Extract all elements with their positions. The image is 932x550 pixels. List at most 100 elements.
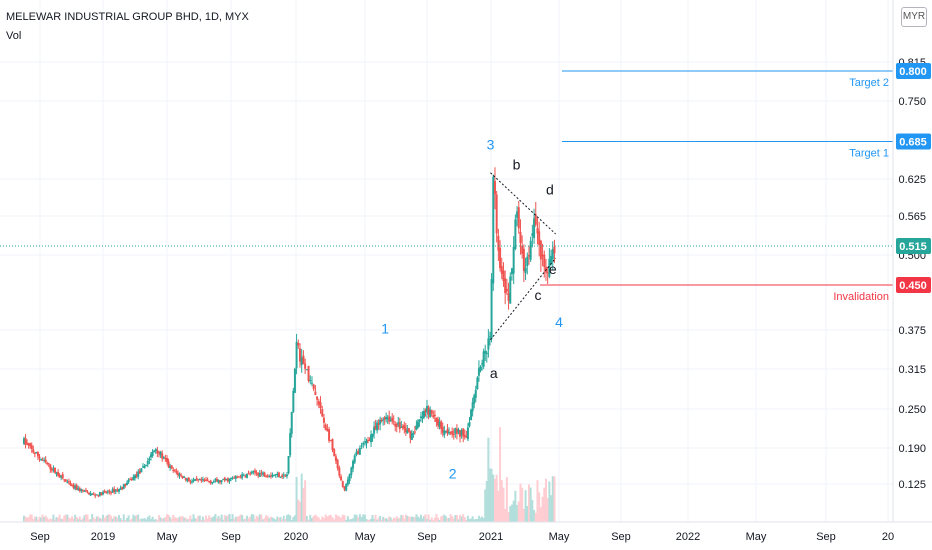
volume-bar <box>75 517 78 522</box>
candle-body <box>184 477 187 481</box>
candle-body <box>197 479 200 481</box>
volume-bar <box>487 437 490 522</box>
candle-body <box>499 247 502 269</box>
candle-body <box>413 431 416 433</box>
volume-bar <box>43 516 46 522</box>
volume-bar <box>473 519 476 522</box>
volume-bar <box>195 518 198 522</box>
candle-body <box>209 480 212 484</box>
candle-body <box>298 348 301 362</box>
candle-body <box>57 472 60 476</box>
volume-bar <box>137 514 140 522</box>
price-line-label: Target 1 <box>849 148 889 160</box>
candle-body <box>281 475 284 477</box>
volume-bar <box>173 517 176 522</box>
volume-bar <box>241 514 244 522</box>
candle-body <box>239 477 242 479</box>
volume-bar <box>465 519 468 522</box>
price-line-label: Target 2 <box>849 77 889 89</box>
candle-body <box>44 459 47 463</box>
candle-body <box>234 476 237 479</box>
candle-body <box>208 481 211 483</box>
candle-body <box>533 218 536 238</box>
volume-bar <box>186 519 189 522</box>
volume-bar <box>482 518 485 522</box>
candle-body <box>217 479 220 483</box>
candle-body <box>295 342 298 369</box>
candle-body <box>307 365 310 381</box>
candle-body <box>236 477 239 479</box>
triangle-trendline[interactable] <box>490 257 556 341</box>
candle-body <box>52 468 55 470</box>
x-tick-label: Sep <box>417 531 437 543</box>
volume-bar <box>138 519 141 522</box>
volume-bar <box>391 519 394 522</box>
volume-bar <box>86 514 89 522</box>
volume-bar <box>357 517 360 522</box>
candle-body <box>249 473 252 475</box>
volume-bar <box>462 514 465 522</box>
volume-bar <box>345 519 348 522</box>
volume-bar <box>510 504 513 522</box>
volume-bar <box>352 518 355 522</box>
candle-body <box>512 246 515 274</box>
volume-bar <box>328 515 331 522</box>
volume-bar <box>422 516 425 522</box>
volume-bar <box>377 517 380 522</box>
volume-bar <box>114 516 117 522</box>
candle-body <box>127 479 130 483</box>
y-tick-label: 0.125 <box>898 479 926 491</box>
candle-body <box>30 445 33 449</box>
candle-body <box>481 363 484 365</box>
candle-body <box>312 384 315 390</box>
candle-body <box>64 479 67 482</box>
volume-bar <box>343 515 346 522</box>
volume-bar <box>89 519 92 522</box>
candle-body <box>471 402 474 412</box>
volume-bar <box>427 514 430 522</box>
volume-bar <box>536 480 539 522</box>
candle-body <box>67 481 70 483</box>
price-tag[interactable] <box>896 238 931 254</box>
volume-bar <box>284 519 287 522</box>
candle-body <box>195 478 198 480</box>
volume-bar <box>346 516 349 522</box>
volume-bar <box>358 514 361 522</box>
candle-body <box>268 476 271 478</box>
volume-bar <box>187 518 190 522</box>
volume-bar <box>398 517 401 522</box>
volume-bar <box>260 514 263 522</box>
currency-badge[interactable]: MYR <box>901 7 927 27</box>
volume-bar <box>200 519 203 522</box>
candle-body <box>43 459 46 461</box>
candle-body <box>360 445 363 447</box>
candle-body <box>77 488 80 490</box>
volume-bar <box>419 514 422 522</box>
price-tag[interactable] <box>896 277 931 293</box>
candle-body <box>404 428 407 432</box>
volume-bar <box>281 519 284 522</box>
candle-body <box>231 477 234 479</box>
candle-body <box>105 491 108 493</box>
candle-body <box>162 457 165 459</box>
volume-bar <box>370 518 373 522</box>
candle-body <box>385 416 388 420</box>
candle-body <box>477 368 480 376</box>
volume-bar <box>276 516 279 522</box>
candle-body <box>416 421 419 428</box>
price-tag[interactable] <box>896 133 931 150</box>
candle-body <box>352 460 355 469</box>
volume-bar <box>534 512 537 522</box>
triangle-trendline[interactable] <box>490 172 556 235</box>
volume-bar <box>153 519 156 522</box>
candle-body <box>383 417 386 420</box>
price-tag[interactable] <box>896 63 931 79</box>
candle-body <box>376 422 379 431</box>
volume-bar <box>353 514 356 522</box>
candle-body <box>482 351 485 367</box>
candle-body <box>505 288 508 292</box>
volume-bar <box>258 514 261 522</box>
candle-body <box>22 438 25 444</box>
